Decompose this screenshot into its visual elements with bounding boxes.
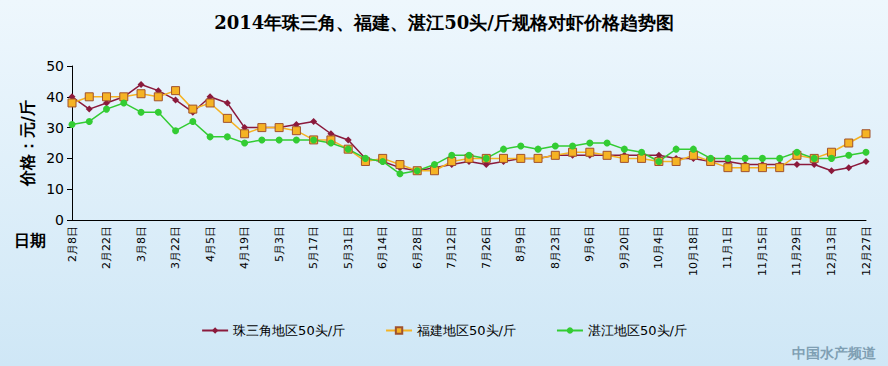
svg-text:5月3日: 5月3日 — [273, 226, 286, 262]
svg-text:20: 20 — [46, 150, 64, 166]
svg-text:10月4日: 10月4日 — [652, 226, 665, 269]
svg-text:6月14日: 6月14日 — [376, 226, 389, 269]
svg-text:9月20日: 9月20日 — [618, 226, 631, 269]
svg-text:11月29日: 11月29日 — [790, 226, 803, 276]
svg-text:湛江地区50头/斤: 湛江地区50头/斤 — [588, 323, 687, 338]
svg-text:9月6日: 9月6日 — [583, 226, 596, 262]
svg-text:2月8日: 2月8日 — [66, 226, 79, 262]
svg-text:6月28日: 6月28日 — [411, 226, 424, 269]
svg-text:7月12日: 7月12日 — [445, 226, 458, 269]
svg-text:3月8日: 3月8日 — [135, 226, 148, 262]
svg-text:11月15日: 11月15日 — [756, 226, 769, 276]
svg-text:30: 30 — [46, 120, 64, 136]
svg-text:2月22日: 2月22日 — [100, 226, 113, 269]
svg-text:50: 50 — [46, 58, 64, 74]
svg-text:12月27日: 12月27日 — [860, 226, 873, 276]
svg-text:珠三角地区50头/斤: 珠三角地区50头/斤 — [233, 323, 345, 338]
svg-text:中国水产频道: 中国水产频道 — [792, 345, 877, 361]
svg-text:2014年珠三角、福建、湛江50头/斤规格对虾价格趋势图: 2014年珠三角、福建、湛江50头/斤规格对虾价格趋势图 — [214, 12, 674, 33]
svg-text:8月9日: 8月9日 — [514, 226, 527, 262]
svg-text:12月13日: 12月13日 — [825, 226, 838, 276]
svg-text:4月19日: 4月19日 — [238, 226, 251, 269]
svg-text:0: 0 — [55, 212, 64, 228]
svg-text:11月1日: 11月1日 — [721, 226, 734, 269]
svg-text:福建地区50头/斤: 福建地区50头/斤 — [417, 323, 516, 338]
svg-text:7月26日: 7月26日 — [480, 226, 493, 269]
svg-text:日期: 日期 — [14, 231, 46, 250]
svg-text:5月17日: 5月17日 — [307, 226, 320, 269]
svg-text:8月23日: 8月23日 — [549, 226, 562, 269]
svg-text:价格：元/斤: 价格：元/斤 — [18, 100, 37, 187]
svg-text:5月31日: 5月31日 — [342, 226, 355, 269]
svg-text:10月18日: 10月18日 — [687, 226, 700, 276]
svg-text:3月22日: 3月22日 — [169, 226, 182, 269]
svg-text:10: 10 — [46, 181, 64, 197]
svg-text:4月5日: 4月5日 — [204, 226, 217, 262]
svg-text:40: 40 — [46, 89, 64, 105]
